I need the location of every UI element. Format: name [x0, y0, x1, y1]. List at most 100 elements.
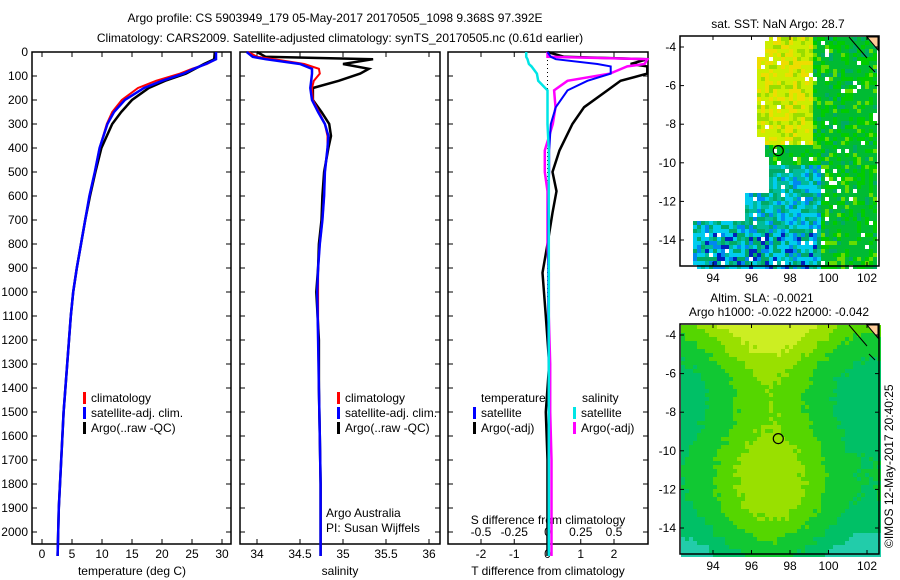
- sla-cell: [693, 369, 697, 373]
- sla-cell: [697, 365, 701, 369]
- sla-cell: [853, 397, 857, 401]
- sla-cell: [745, 353, 749, 357]
- sla-cell: [741, 421, 745, 425]
- sla-cell: [737, 481, 741, 485]
- sla-cell: [745, 421, 749, 425]
- sla-cell: [753, 453, 757, 457]
- sst-cell: [853, 129, 857, 133]
- sla-cell: [753, 537, 757, 541]
- sst-cell: [785, 101, 789, 105]
- sla-cell: [797, 477, 801, 481]
- sla-cell: [789, 497, 793, 501]
- sla-cell: [733, 537, 737, 541]
- sla-cell: [857, 349, 861, 353]
- sst-cell: [797, 117, 801, 121]
- sla-cell: [825, 377, 829, 381]
- sst-cell: [725, 221, 729, 225]
- sla-cell: [741, 325, 745, 329]
- sla-cell: [797, 541, 801, 545]
- sst-cell: [837, 237, 841, 241]
- sla-cell: [825, 353, 829, 357]
- sla-cell: [733, 513, 737, 517]
- sla-cell: [713, 381, 717, 385]
- sst-cell: [809, 109, 813, 113]
- sst-cell: [717, 221, 721, 225]
- sst-cell: [785, 161, 789, 165]
- sst-cell: [833, 121, 837, 125]
- sla-cell: [689, 329, 693, 333]
- sst-cell: [845, 85, 849, 89]
- sst-cell: [805, 53, 809, 57]
- sla-cell: [729, 461, 733, 465]
- sla-cell: [837, 529, 841, 533]
- s-diff-argo-line: [543, 52, 650, 556]
- sla-cell: [793, 505, 797, 509]
- sla-cell: [777, 405, 781, 409]
- sst-cell: [869, 205, 873, 209]
- sst-cell: [797, 77, 801, 81]
- sla-cell: [769, 485, 773, 489]
- sst-cell: [757, 217, 761, 221]
- sst-cell: [829, 77, 833, 81]
- sst-cell: [733, 237, 737, 241]
- sla-cell: [849, 373, 853, 377]
- sst-cell: [861, 261, 865, 265]
- sla-cell: [849, 533, 853, 537]
- sst-cell: [873, 93, 877, 97]
- sst-cell: [825, 89, 829, 93]
- sst-cell: [861, 173, 865, 177]
- sla-cell: [733, 345, 737, 349]
- sla-cell: [697, 457, 701, 461]
- sla-cell: [869, 545, 873, 549]
- sst-cell: [813, 209, 817, 213]
- sla-cell: [805, 369, 809, 373]
- sla-cell: [685, 393, 689, 397]
- sla-cell: [741, 477, 745, 481]
- sst-cell: [821, 181, 825, 185]
- sla-cell: [849, 505, 853, 509]
- sla-cell: [713, 521, 717, 525]
- sla-cell: [821, 525, 825, 529]
- sst-cell: [857, 41, 861, 45]
- sla-cell: [713, 457, 717, 461]
- sla-cell: [865, 445, 869, 449]
- sst-cell: [781, 201, 785, 205]
- sla-cell: [737, 445, 741, 449]
- sla-cell: [873, 477, 877, 481]
- sst-cell: [769, 245, 773, 249]
- sla-cell: [853, 329, 857, 333]
- sla-cell: [681, 517, 685, 521]
- sla-cell: [725, 497, 729, 501]
- sst-cell: [797, 201, 801, 205]
- sla-cell: [873, 337, 877, 341]
- sst-cell: [849, 185, 853, 189]
- sla-cell: [861, 441, 865, 445]
- sla-cell: [813, 393, 817, 397]
- sla-cell: [785, 413, 789, 417]
- sla-cell: [777, 457, 781, 461]
- sst-cell: [701, 245, 705, 249]
- sla-cell: [805, 349, 809, 353]
- sst-cell: [817, 161, 821, 165]
- sla-cell: [745, 529, 749, 533]
- sla-cell: [761, 361, 765, 365]
- sla-cell: [829, 441, 833, 445]
- sla-cell: [805, 513, 809, 517]
- sla-cell: [729, 553, 733, 557]
- sst-cell: [781, 169, 785, 173]
- sst-cell: [861, 189, 865, 193]
- sla-cell: [741, 545, 745, 549]
- sla-cell: [717, 429, 721, 433]
- sla-cell: [689, 521, 693, 525]
- depth-tick-label: 2000: [1, 525, 28, 539]
- sst-cell: [745, 209, 749, 213]
- sst-cell: [785, 113, 789, 117]
- sla-cell: [705, 397, 709, 401]
- sst-cell: [857, 165, 861, 169]
- sst-cell: [797, 217, 801, 221]
- sla-cell: [773, 437, 777, 441]
- sla-cell: [781, 341, 785, 345]
- sla-cell: [733, 517, 737, 521]
- sla-grid: [681, 325, 881, 557]
- sla-cell: [853, 417, 857, 421]
